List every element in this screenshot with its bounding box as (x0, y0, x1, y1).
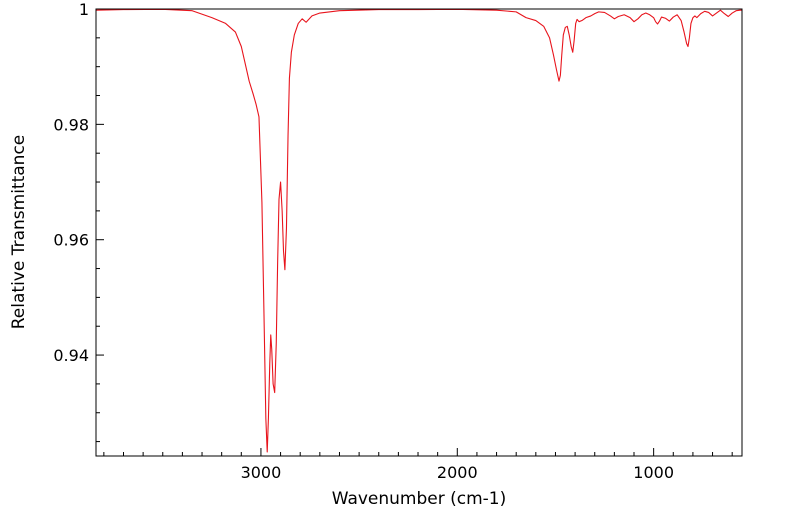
y-tick-label: 1 (79, 0, 89, 19)
plot-area-frame (95, 8, 743, 457)
x-tick-label: 3000 (241, 463, 282, 482)
x-axis-label: Wavenumber (cm-1) (332, 489, 507, 509)
x-tick-label: 2000 (437, 463, 478, 482)
x-tick-label: 1000 (633, 463, 674, 482)
major-ticks (96, 8, 655, 456)
y-tick-label: 0.94 (53, 346, 89, 365)
x-tick-labels: 3000 2000 1000 (241, 463, 674, 482)
series-layer (95, 8, 743, 453)
y-axis-label: Relative Transmittance (9, 135, 29, 330)
y-tick-labels: 1 0.98 0.96 0.94 (53, 0, 89, 365)
y-tick-label: 0.98 (53, 115, 89, 134)
y-tick-label: 0.96 (53, 231, 89, 250)
minor-ticks (96, 37, 733, 456)
spectrum-series-line (95, 8, 743, 453)
